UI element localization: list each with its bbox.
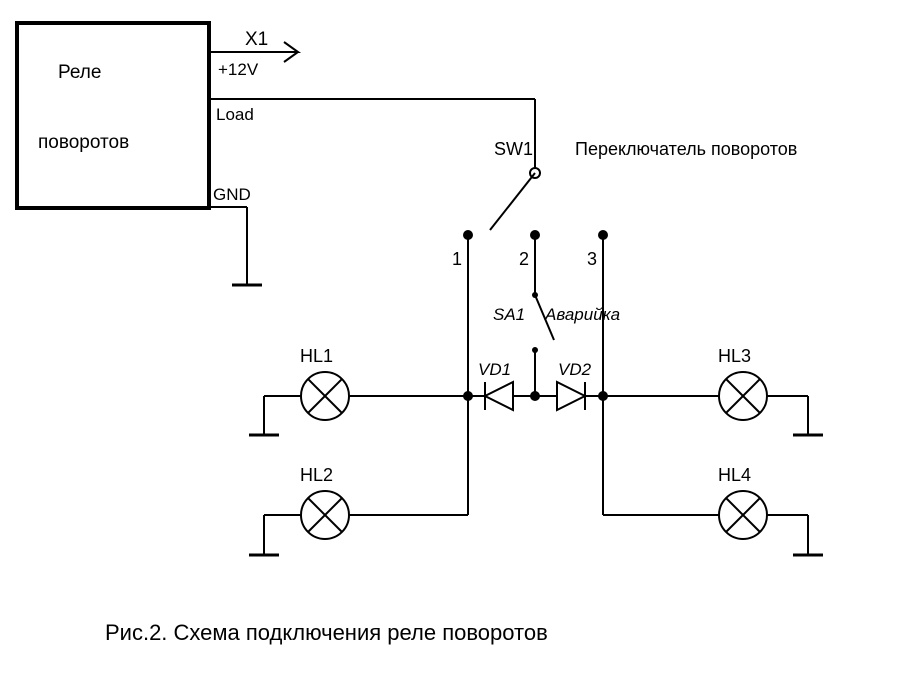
vd2-label: VD2 — [558, 360, 592, 379]
vd1-label: VD1 — [478, 360, 511, 379]
diode-vd2 — [557, 382, 585, 410]
relay-block — [17, 23, 209, 208]
hl4-label: HL4 — [718, 465, 751, 485]
sa1-desc: Аварийка — [544, 305, 620, 324]
pin-gnd-label: GND — [213, 185, 251, 204]
figure-caption: Рис.2. Схема подключения реле поворотов — [105, 620, 548, 645]
circuit-diagram: Реле поворотов X1 +12V Load GND SW1 Пере… — [0, 0, 898, 674]
node-center — [530, 391, 540, 401]
sw1-pos3: 3 — [587, 249, 597, 269]
pin-x1-label: X1 — [245, 29, 268, 50]
sw1-id: SW1 — [494, 139, 533, 159]
sw1-pos1: 1 — [452, 249, 462, 269]
hl3-label: HL3 — [718, 346, 751, 366]
arrow-x1 — [278, 42, 298, 62]
lamp-hl1 — [301, 372, 349, 420]
hl2-label: HL2 — [300, 465, 333, 485]
sw1-desc: Переключатель поворотов — [575, 139, 797, 159]
diode-vd1 — [485, 382, 513, 410]
pin-v-label: +12V — [218, 60, 259, 79]
sw1-arm — [490, 173, 535, 230]
sw1-pos2: 2 — [519, 249, 529, 269]
hl1-label: HL1 — [300, 346, 333, 366]
sa1-id: SA1 — [493, 305, 525, 324]
lamp-hl4 — [719, 491, 767, 539]
lamp-hl2 — [301, 491, 349, 539]
relay-label-1: Реле — [58, 62, 101, 83]
pin-load-label: Load — [216, 105, 254, 124]
lamp-hl3 — [719, 372, 767, 420]
relay-label-2: поворотов — [38, 132, 129, 153]
